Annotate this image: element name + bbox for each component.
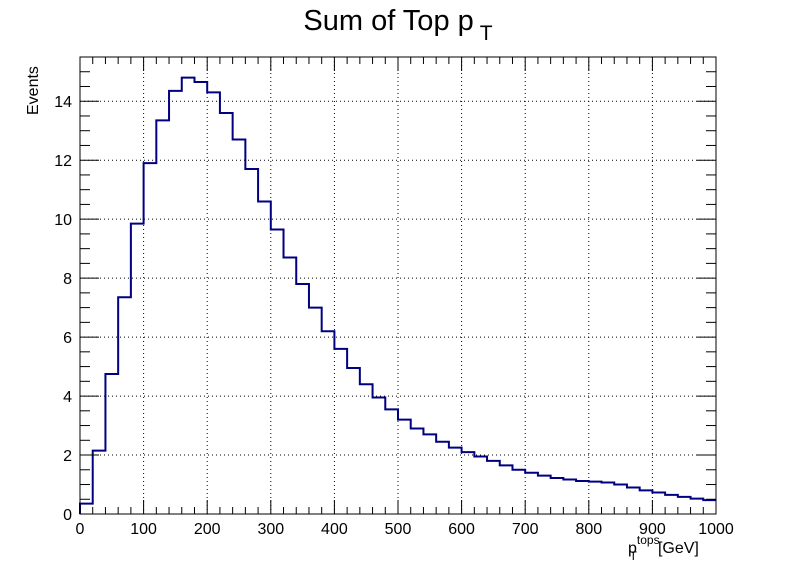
y-tick-label: 14 bbox=[54, 94, 72, 111]
y-tick-label: 10 bbox=[54, 212, 72, 229]
y-tick-label: 12 bbox=[54, 153, 72, 170]
x-axis-title: ptops T [GeV] bbox=[628, 533, 699, 563]
y-tick-label: 2 bbox=[63, 448, 72, 465]
x-tick-labels: 0 100 200 300 400 500 600 700 800 900 1000 bbox=[76, 521, 734, 538]
grid-lines bbox=[80, 57, 716, 514]
y-tick-labels: 0 2 4 6 8 10 12 14 bbox=[54, 94, 72, 524]
x-tick-label: 200 bbox=[194, 521, 221, 538]
x-tick-label: 500 bbox=[385, 521, 412, 538]
axis-ticks bbox=[79, 56, 717, 515]
histogram-series bbox=[79, 76, 716, 514]
x-tick-label: 100 bbox=[130, 521, 157, 538]
x-tick-label: 800 bbox=[575, 521, 602, 538]
x-tick-label: 600 bbox=[448, 521, 475, 538]
x-tick-label: 0 bbox=[76, 521, 85, 538]
y-tick-label: 0 bbox=[63, 507, 72, 524]
y-tick-label: 6 bbox=[63, 330, 72, 347]
histogram-step-line bbox=[79, 76, 716, 514]
y-tick-label: 8 bbox=[63, 271, 72, 288]
x-tick-label: 1000 bbox=[698, 521, 734, 538]
x-tick-label: 400 bbox=[321, 521, 348, 538]
y-tick-label: 4 bbox=[63, 389, 72, 406]
x-tick-label: 900 bbox=[639, 521, 666, 538]
x-tick-label: 700 bbox=[512, 521, 539, 538]
y-axis-title: Events bbox=[25, 66, 42, 115]
x-tick-label: 300 bbox=[257, 521, 284, 538]
